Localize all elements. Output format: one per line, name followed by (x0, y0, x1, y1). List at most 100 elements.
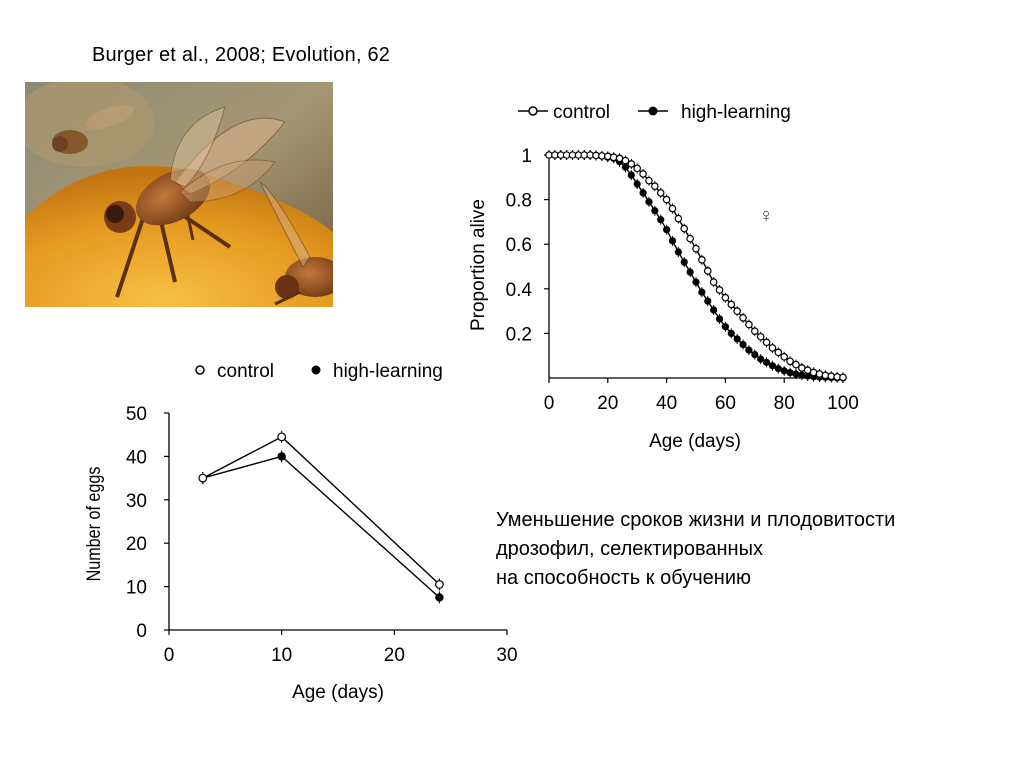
data-point-high-learning (674, 248, 682, 256)
survival-x-axis-label: Age (days) (649, 431, 741, 452)
survival-axes: 0 20 40 60 80 100 0.2 0.4 0.6 0.8 1 (506, 146, 859, 414)
data-point-control (656, 189, 665, 197)
data-point-high-learning (698, 288, 706, 296)
data-point-control (692, 244, 700, 253)
data-point-control (715, 286, 724, 294)
data-point-high-learning (792, 370, 800, 378)
data-point-high-learning (786, 369, 794, 377)
legend-control-label: control (217, 361, 274, 382)
legend-control-marker (195, 365, 205, 375)
fecundity-y-axis-label: Number of eggs (83, 466, 105, 581)
fecundity-legend: control high-learning (195, 361, 443, 382)
x-tick-label: 10 (271, 645, 292, 666)
x-tick-label: 60 (715, 393, 736, 414)
data-point-control (762, 338, 771, 347)
x-tick-label: 0 (544, 393, 555, 414)
legend-high-learning-label: high-learning (333, 361, 443, 382)
data-point-high-learning (727, 329, 735, 337)
y-tick-label: 10 (126, 578, 147, 599)
data-point-control (674, 214, 683, 223)
data-point-control (839, 373, 847, 382)
x-tick-label: 0 (164, 645, 175, 666)
data-point-high-learning (757, 355, 765, 363)
y-tick-label: 0.2 (506, 324, 532, 345)
survival-legend: control high-learning (518, 102, 791, 123)
data-point-high-learning (621, 163, 630, 171)
data-point-control (768, 344, 777, 352)
y-tick-label: 1 (521, 146, 532, 167)
data-point-high-learning (721, 323, 730, 331)
data-point-high-learning (627, 171, 635, 179)
y-tick-label: 50 (126, 404, 147, 425)
data-point-control (435, 580, 444, 589)
data-point-high-learning (715, 315, 724, 323)
data-point-control (721, 293, 730, 302)
data-point-control (686, 234, 694, 243)
data-point-control (633, 164, 642, 173)
legend-control-marker (528, 106, 538, 116)
data-point-control (651, 182, 659, 191)
data-point-control (750, 327, 759, 335)
series-line-high-learning (202, 455, 440, 599)
data-point-high-learning (739, 340, 747, 349)
data-point-high-learning (680, 258, 688, 266)
data-point-control (792, 360, 800, 369)
data-point-control (645, 176, 653, 185)
data-point-high-learning (651, 207, 659, 215)
x-tick-label: 100 (827, 393, 859, 414)
caption-line-1: Уменьшение сроков жизни и плодовитости (496, 509, 896, 531)
caption: Уменьшение сроков жизни и плодовитости д… (496, 506, 1016, 593)
data-point-control (756, 332, 765, 341)
data-point-control (277, 432, 287, 442)
citation: Burger et al., 2008; Evolution, 62 (92, 44, 391, 66)
data-point-control (745, 320, 753, 329)
x-tick-label: 40 (656, 393, 677, 414)
legend-control-label: control (553, 102, 610, 123)
data-point-high-learning (686, 268, 694, 276)
x-tick-label: 20 (597, 393, 618, 414)
data-point-high-learning (798, 371, 806, 379)
fecundity-axes: 0 10 20 30 0 10 20 30 40 50 (126, 404, 518, 666)
series-line-control (202, 436, 440, 585)
data-point-high-learning (277, 452, 286, 461)
y-tick-label: 0.6 (506, 235, 532, 256)
x-tick-label: 30 (496, 645, 517, 666)
data-point-control (727, 300, 736, 309)
data-point-control (733, 307, 741, 315)
fecundity-x-axis-label: Age (days) (292, 682, 384, 703)
data-point-high-learning (733, 335, 741, 343)
data-point-control (668, 204, 677, 213)
caption-line-3: на способность к обучению (496, 567, 751, 589)
y-tick-label: 0 (136, 621, 147, 642)
data-point-high-learning (780, 367, 788, 375)
data-point-control (621, 156, 630, 165)
data-point-control (739, 313, 747, 322)
caption-line-2: дрозофил, селектированных (496, 538, 763, 560)
data-point-control (662, 195, 671, 204)
data-point-high-learning (768, 362, 777, 370)
y-tick-label: 0.4 (506, 280, 533, 301)
y-tick-label: 40 (126, 447, 147, 468)
fruit-fly-image (25, 82, 333, 307)
data-point-high-learning (745, 346, 753, 354)
data-point-control (698, 256, 706, 264)
x-tick-label: 20 (384, 645, 405, 666)
data-point-control (774, 348, 783, 357)
fruit-fly-photo (25, 82, 333, 307)
legend-high-learning-marker (311, 365, 321, 375)
data-point-high-learning (633, 180, 641, 188)
legend-high-learning-marker (648, 106, 658, 116)
data-point-control (680, 224, 689, 233)
data-point-high-learning (435, 593, 444, 602)
data-point-high-learning (710, 306, 718, 314)
data-point-high-learning (804, 372, 812, 380)
data-point-control (703, 267, 712, 275)
data-point-control (786, 357, 794, 366)
data-point-control (198, 473, 208, 483)
data-point-high-learning (663, 226, 671, 234)
data-point-control (639, 170, 647, 178)
female-symbol: ♀ (759, 205, 774, 227)
survival-series (545, 150, 847, 383)
